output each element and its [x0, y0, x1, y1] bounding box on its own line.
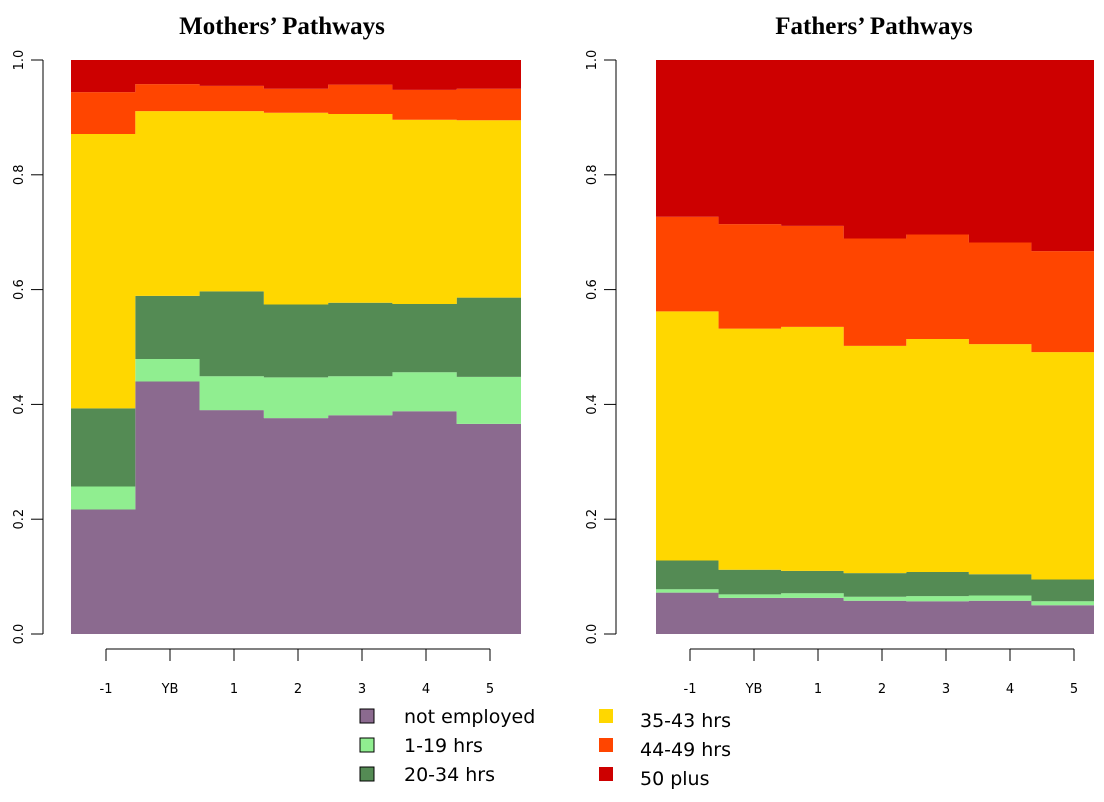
- legend-label-not-employed: not employed: [404, 706, 535, 728]
- fathers-x-axis: -1 YB 1 2 3 4 5: [684, 648, 1078, 697]
- x-tick-label: 2: [294, 682, 302, 697]
- x-tick-label: 5: [1070, 682, 1078, 697]
- mothers-x-axis: -1 YB 1 2 3 4 5: [100, 648, 494, 697]
- band-not-employed: [656, 592, 1094, 634]
- y-tick-label: 0.0: [12, 624, 27, 645]
- y-tick-label: 0.2: [12, 509, 27, 530]
- legend-item-1-19-hrs: 1-19 hrs: [359, 735, 483, 757]
- x-tick-label: 5: [486, 682, 494, 697]
- fathers-y-axis: 0.0 0.2 0.4 0.6 0.8 1.0: [585, 50, 617, 645]
- legend-item-20-34-hrs: 20-34 hrs: [359, 764, 495, 786]
- x-tick-label: 4: [1006, 682, 1014, 697]
- x-tick-label: 1: [230, 682, 238, 697]
- y-tick-label: 1.0: [12, 50, 27, 71]
- fathers-panel-title: Fathers’ Pathways: [775, 13, 973, 40]
- band-20-34-hrs: [656, 560, 1094, 602]
- x-tick-label: 4: [422, 682, 430, 697]
- x-tick-label: 2: [878, 682, 886, 697]
- band-35-43-hrs: [71, 111, 521, 409]
- legend-swatch-44-49-hrs: [599, 738, 613, 752]
- band-35-43-hrs: [656, 311, 1094, 580]
- band-44-49-hrs: [71, 84, 521, 135]
- mothers-panel: Mothers’ Pathways 0.0 0.2 0.4 0.6 0.8 1.0 -1 Y…: [12, 13, 521, 697]
- x-tick-label: 3: [358, 682, 366, 697]
- legend: not employed 1-19 hrs 20-34 hrs 35-43 hr…: [359, 706, 731, 790]
- legend-label-1-19-hrs: 1-19 hrs: [404, 735, 483, 757]
- y-tick-label: 0.4: [585, 394, 600, 415]
- y-tick-label: 0.2: [585, 509, 600, 530]
- legend-swatch-35-43-hrs: [599, 709, 613, 723]
- legend-item-44-49-hrs: 44-49 hrs: [599, 738, 731, 761]
- legend-swatch-20-34-hrs: [359, 766, 375, 782]
- y-tick-label: 0.6: [12, 279, 27, 300]
- band-20-34-hrs: [71, 291, 521, 487]
- y-tick-label: 0.8: [585, 164, 600, 185]
- y-tick-label: 0.8: [12, 164, 27, 185]
- y-tick-label: 1.0: [585, 50, 600, 71]
- fathers-stacked-area: [656, 60, 1094, 634]
- band-50-plus: [71, 60, 521, 93]
- mothers-stacked-area: [71, 60, 521, 634]
- legend-label-50-plus: 50 plus: [640, 768, 710, 790]
- mothers-panel-title: Mothers’ Pathways: [179, 13, 385, 40]
- y-tick-label: 0.4: [12, 394, 27, 415]
- legend-swatch-50-plus: [599, 767, 613, 781]
- x-tick-label: YB: [745, 682, 763, 697]
- legend-item-35-43-hrs: 35-43 hrs: [599, 709, 731, 732]
- x-tick-label: -1: [100, 682, 113, 697]
- legend-swatch-not-employed: [359, 708, 375, 724]
- legend-label-35-43-hrs: 35-43 hrs: [640, 710, 731, 732]
- legend-item-not-employed: not employed: [359, 706, 535, 728]
- x-tick-label: -1: [684, 682, 697, 697]
- band-1-19-hrs: [656, 589, 1094, 606]
- band-44-49-hrs: [656, 216, 1094, 353]
- y-tick-label: 0.6: [585, 279, 600, 300]
- band-not-employed: [71, 381, 521, 634]
- legend-swatch-1-19-hrs: [359, 737, 375, 753]
- x-tick-label: 1: [814, 682, 822, 697]
- mothers-y-axis: 0.0 0.2 0.4 0.6 0.8 1.0: [12, 50, 44, 645]
- y-tick-label: 0.0: [585, 624, 600, 645]
- band-1-19-hrs: [71, 359, 521, 510]
- legend-label-20-34-hrs: 20-34 hrs: [404, 764, 495, 786]
- legend-item-50-plus: 50 plus: [599, 767, 710, 790]
- band-50-plus: [656, 60, 1094, 252]
- x-tick-label: 3: [942, 682, 950, 697]
- x-tick-label: YB: [161, 682, 179, 697]
- fathers-panel: Fathers’ Pathways 0.0 0.2 0.4 0.6 0.8 1.0 -1 Y…: [585, 13, 1094, 697]
- legend-label-44-49-hrs: 44-49 hrs: [640, 739, 731, 761]
